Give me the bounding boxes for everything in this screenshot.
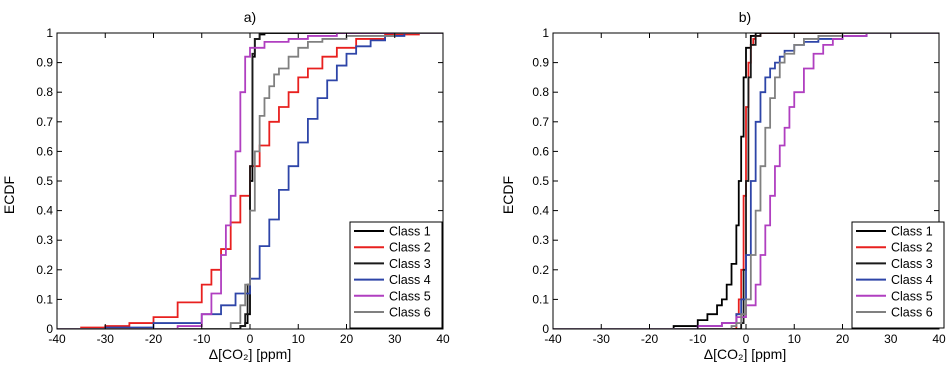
x-tick-label: -30 bbox=[97, 332, 115, 346]
legend-label: Class 5 bbox=[389, 289, 431, 303]
series-line-class-5 bbox=[57, 33, 443, 329]
legend-box bbox=[349, 221, 443, 329]
x-tick-label: -10 bbox=[193, 332, 211, 346]
panel-a-plot-area: -40 -30 -20 -10 0 10 20 30 40 0 0.1 0.2 0.3 0.4 0.5 0.6… bbox=[36, 26, 450, 346]
y-tick-label: 0.9 bbox=[36, 56, 53, 70]
x-tick-label: 20 bbox=[836, 332, 850, 346]
panel-b-ylabel: ECDF bbox=[500, 176, 516, 214]
y-tick-label: 0.1 bbox=[36, 292, 53, 306]
y-tick-label: 1 bbox=[46, 26, 53, 40]
x-tick-label: 0 bbox=[743, 332, 750, 346]
x-tick-label: 30 bbox=[388, 332, 402, 346]
legend-label: Class 5 bbox=[891, 289, 933, 303]
y-tick-label: 0.6 bbox=[36, 144, 53, 158]
y-tick-label: 0.8 bbox=[532, 85, 549, 99]
y-tick-label: 0.4 bbox=[532, 204, 549, 218]
panel-a-ylabel: ECDF bbox=[1, 176, 17, 214]
x-tick-label: 40 bbox=[436, 332, 450, 346]
x-tick-label: -20 bbox=[145, 332, 163, 346]
x-tick-label: -40 bbox=[544, 332, 562, 346]
y-tick-label: 0.7 bbox=[36, 115, 53, 129]
panel-b: b) ECDF Δ[CO₂] [ppm] -40 -30 -20 -10 0 10 20 30… bbox=[500, 9, 946, 362]
panel-b-xlabel: Δ[CO₂] [ppm] bbox=[704, 346, 786, 362]
legend-box bbox=[851, 221, 945, 329]
y-tick-label: 0.7 bbox=[532, 115, 549, 129]
panel-a-title: a) bbox=[244, 9, 256, 25]
y-tick-label: 0 bbox=[542, 322, 549, 336]
legend-label: Class 4 bbox=[389, 273, 431, 287]
x-tick-label: -10 bbox=[689, 332, 707, 346]
y-tick-label: 0 bbox=[46, 322, 53, 336]
y-tick-label: 0.8 bbox=[36, 85, 53, 99]
panel-a-legend: Class 1 Class 2 Class 3 Class 4 Class 5 Class… bbox=[349, 221, 443, 329]
legend-label: Class 6 bbox=[891, 306, 933, 320]
legend-label: Class 2 bbox=[389, 241, 431, 255]
x-tick-label: 0 bbox=[247, 332, 254, 346]
y-tick-label: 0.3 bbox=[532, 233, 549, 247]
x-tick-label: 10 bbox=[788, 332, 802, 346]
legend-label: Class 1 bbox=[389, 225, 431, 239]
y-tick-label: 0.6 bbox=[532, 144, 549, 158]
y-tick-label: 0.2 bbox=[36, 263, 53, 277]
y-tick-label: 1 bbox=[542, 26, 549, 40]
x-tick-label: -20 bbox=[641, 332, 659, 346]
legend-label: Class 2 bbox=[891, 241, 933, 255]
y-tick-label: 0.1 bbox=[532, 292, 549, 306]
panel-a-xlabel: Δ[CO₂] [ppm] bbox=[209, 346, 291, 362]
x-tick-label: -40 bbox=[48, 332, 66, 346]
y-tick-label: 0.9 bbox=[532, 56, 549, 70]
panel-b-legend: Class 1 Class 2 Class 3 Class 4 Class 5 Class… bbox=[851, 221, 945, 329]
y-tick-label: 0.5 bbox=[36, 174, 53, 188]
series-line-class-6 bbox=[553, 33, 939, 329]
y-tick-label: 0.5 bbox=[532, 174, 549, 188]
series-line-class-3 bbox=[553, 33, 939, 329]
x-tick-label: 40 bbox=[932, 332, 946, 346]
x-tick-label: -30 bbox=[593, 332, 611, 346]
y-tick-label: 0.3 bbox=[36, 233, 53, 247]
legend-label: Class 3 bbox=[389, 257, 431, 271]
panel-b-plot-area: -40 -30 -20 -10 0 10 20 30 40 0 0.1 0.2 0.3 0.4 0.5 0.6… bbox=[532, 26, 946, 346]
y-tick-label: 0.2 bbox=[532, 263, 549, 277]
x-tick-label: 20 bbox=[340, 332, 354, 346]
legend-label: Class 4 bbox=[891, 273, 933, 287]
legend-label: Class 1 bbox=[891, 225, 933, 239]
series-line-class-6 bbox=[57, 33, 443, 329]
legend-label: Class 3 bbox=[891, 257, 933, 271]
series-line-class-5 bbox=[553, 33, 939, 329]
panel-b-title: b) bbox=[739, 9, 751, 25]
panel-a: a) ECDF Δ[CO₂] [ppm] -40 -30 -20 -10 0 10 20 30… bbox=[1, 9, 450, 362]
x-tick-label: 10 bbox=[292, 332, 306, 346]
y-tick-label: 0.4 bbox=[36, 204, 53, 218]
legend-label: Class 6 bbox=[389, 306, 431, 320]
series-line-class-4 bbox=[57, 33, 443, 329]
x-tick-label: 30 bbox=[884, 332, 898, 346]
series-line-class-1 bbox=[553, 33, 939, 329]
